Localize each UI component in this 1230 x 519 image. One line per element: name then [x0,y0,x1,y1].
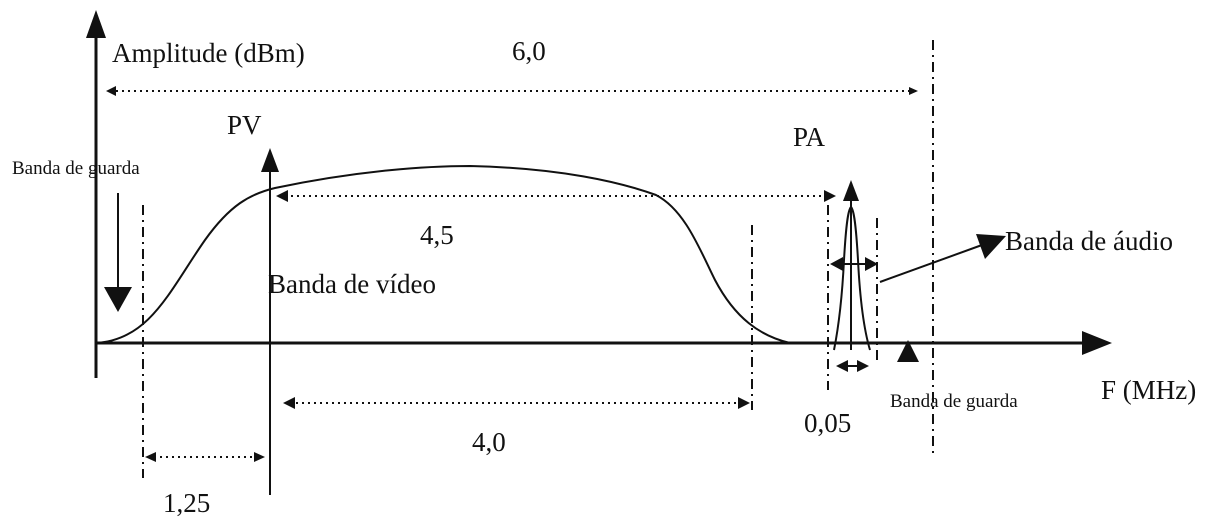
x-axis [96,331,1112,355]
y-axis-label: Amplitude (dBm) [112,38,305,68]
x-axis-label: F (MHz) [1101,375,1196,405]
total-width-label: 6,0 [512,36,546,66]
x-axis-arrowhead [1082,331,1112,355]
audio-band-pointer [879,244,983,283]
guard-band-left-arrowhead [104,287,132,312]
audio-band-label: Banda de áudio [1005,226,1173,256]
vestigial-width-label: 1,25 [163,488,210,518]
guard-band-left-label: Banda de guarda [12,158,140,179]
audio-carrier-label: PA [793,122,826,152]
guard-width-label: 0,05 [804,408,851,438]
video-band-label: Banda de vídeo [268,269,436,299]
audio-band-curve [833,205,871,351]
guard-band-right-arrowhead [897,340,919,362]
video-upper-width-label: 4,5 [420,220,454,250]
video-base-width-label: 4,0 [472,427,506,457]
video-carrier-label: PV [227,110,262,140]
audio-carrier [843,180,859,350]
y-axis-arrowhead [86,10,106,38]
video-carrier-arrowhead [261,148,279,172]
audio-carrier-arrowhead [843,180,859,201]
guard-band-right-label: Banda de guarda [890,391,1018,412]
video-carrier [261,148,279,495]
video-band-curve [95,164,791,344]
y-axis [86,10,106,378]
